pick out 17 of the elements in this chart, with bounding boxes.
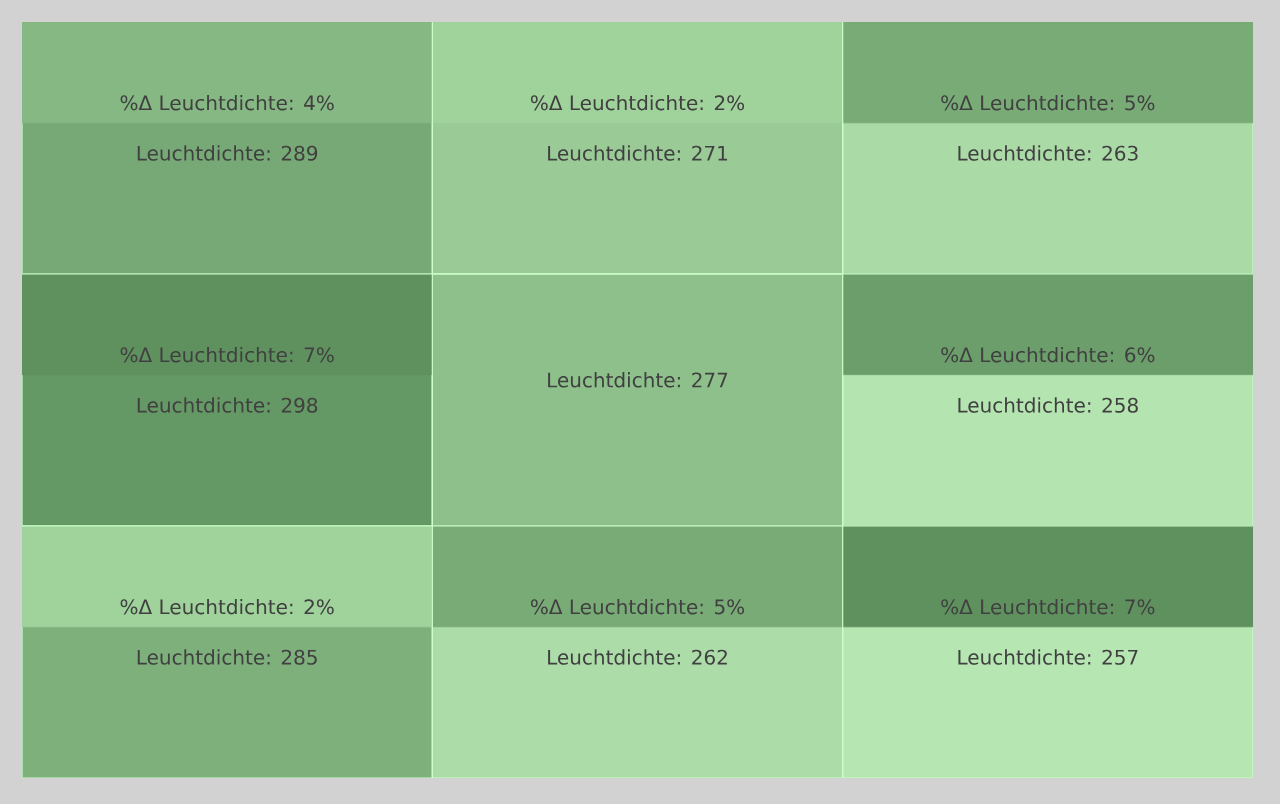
data-label: Leuchtdichte: 257 [958,649,1138,665]
data-label: Leuchtdichte: 298 [137,397,318,413]
data-label: Leuchtdichte: 285 [137,649,317,665]
data-label: %Δ Leuchtdichte: 2% [120,598,334,615]
data-label: Leuchtdichte: 271 [548,145,728,161]
data-label: %Δ Leuchtdichte: 6% [941,346,1155,363]
data-label: %Δ Leuchtdichte: 4% [120,94,334,111]
data-label: Leuchtdichte: 277 [548,372,728,388]
data-label: %Δ Leuchtdichte: 7% [120,346,334,363]
data-label: %Δ Leuchtdichte: 5% [530,598,745,615]
data-label: Leuchtdichte: 263 [958,145,1138,161]
data-label: %Δ Leuchtdichte: 7% [941,598,1155,615]
data-label: Leuchtdichte: 262 [548,649,727,665]
data-label: %Δ Leuchtdichte: 2% [530,94,745,111]
data-label: %Δ Leuchtdichte: 5% [941,94,1155,111]
data-label: Leuchtdichte: 258 [958,397,1138,413]
data-label: Leuchtdichte: 289 [137,145,318,161]
